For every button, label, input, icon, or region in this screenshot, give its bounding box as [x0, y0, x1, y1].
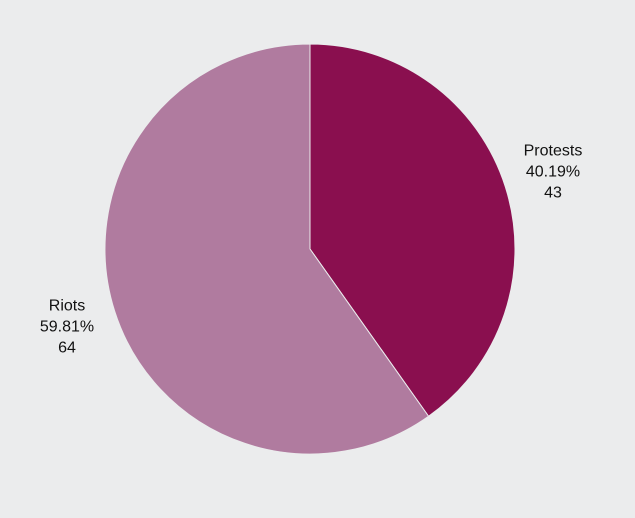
slice-label-protests: Protests 40.19% 43: [524, 143, 583, 202]
slice-name: Riots: [49, 297, 85, 314]
slice-value: 64: [58, 339, 76, 356]
labels-layer: Protests 40.19% 43 Riots 59.81% 64: [40, 143, 582, 357]
pie-slice-protests: [309, 43, 516, 417]
slice-percent: 40.19%: [526, 164, 580, 181]
slice-percent: 59.81%: [40, 318, 94, 335]
slice-name: Protests: [524, 143, 583, 160]
slice-label-riots: Riots 59.81% 64: [40, 297, 94, 356]
slices-layer: [104, 43, 516, 455]
slice-value: 43: [544, 185, 562, 202]
pie-slice-riots: [104, 43, 430, 455]
